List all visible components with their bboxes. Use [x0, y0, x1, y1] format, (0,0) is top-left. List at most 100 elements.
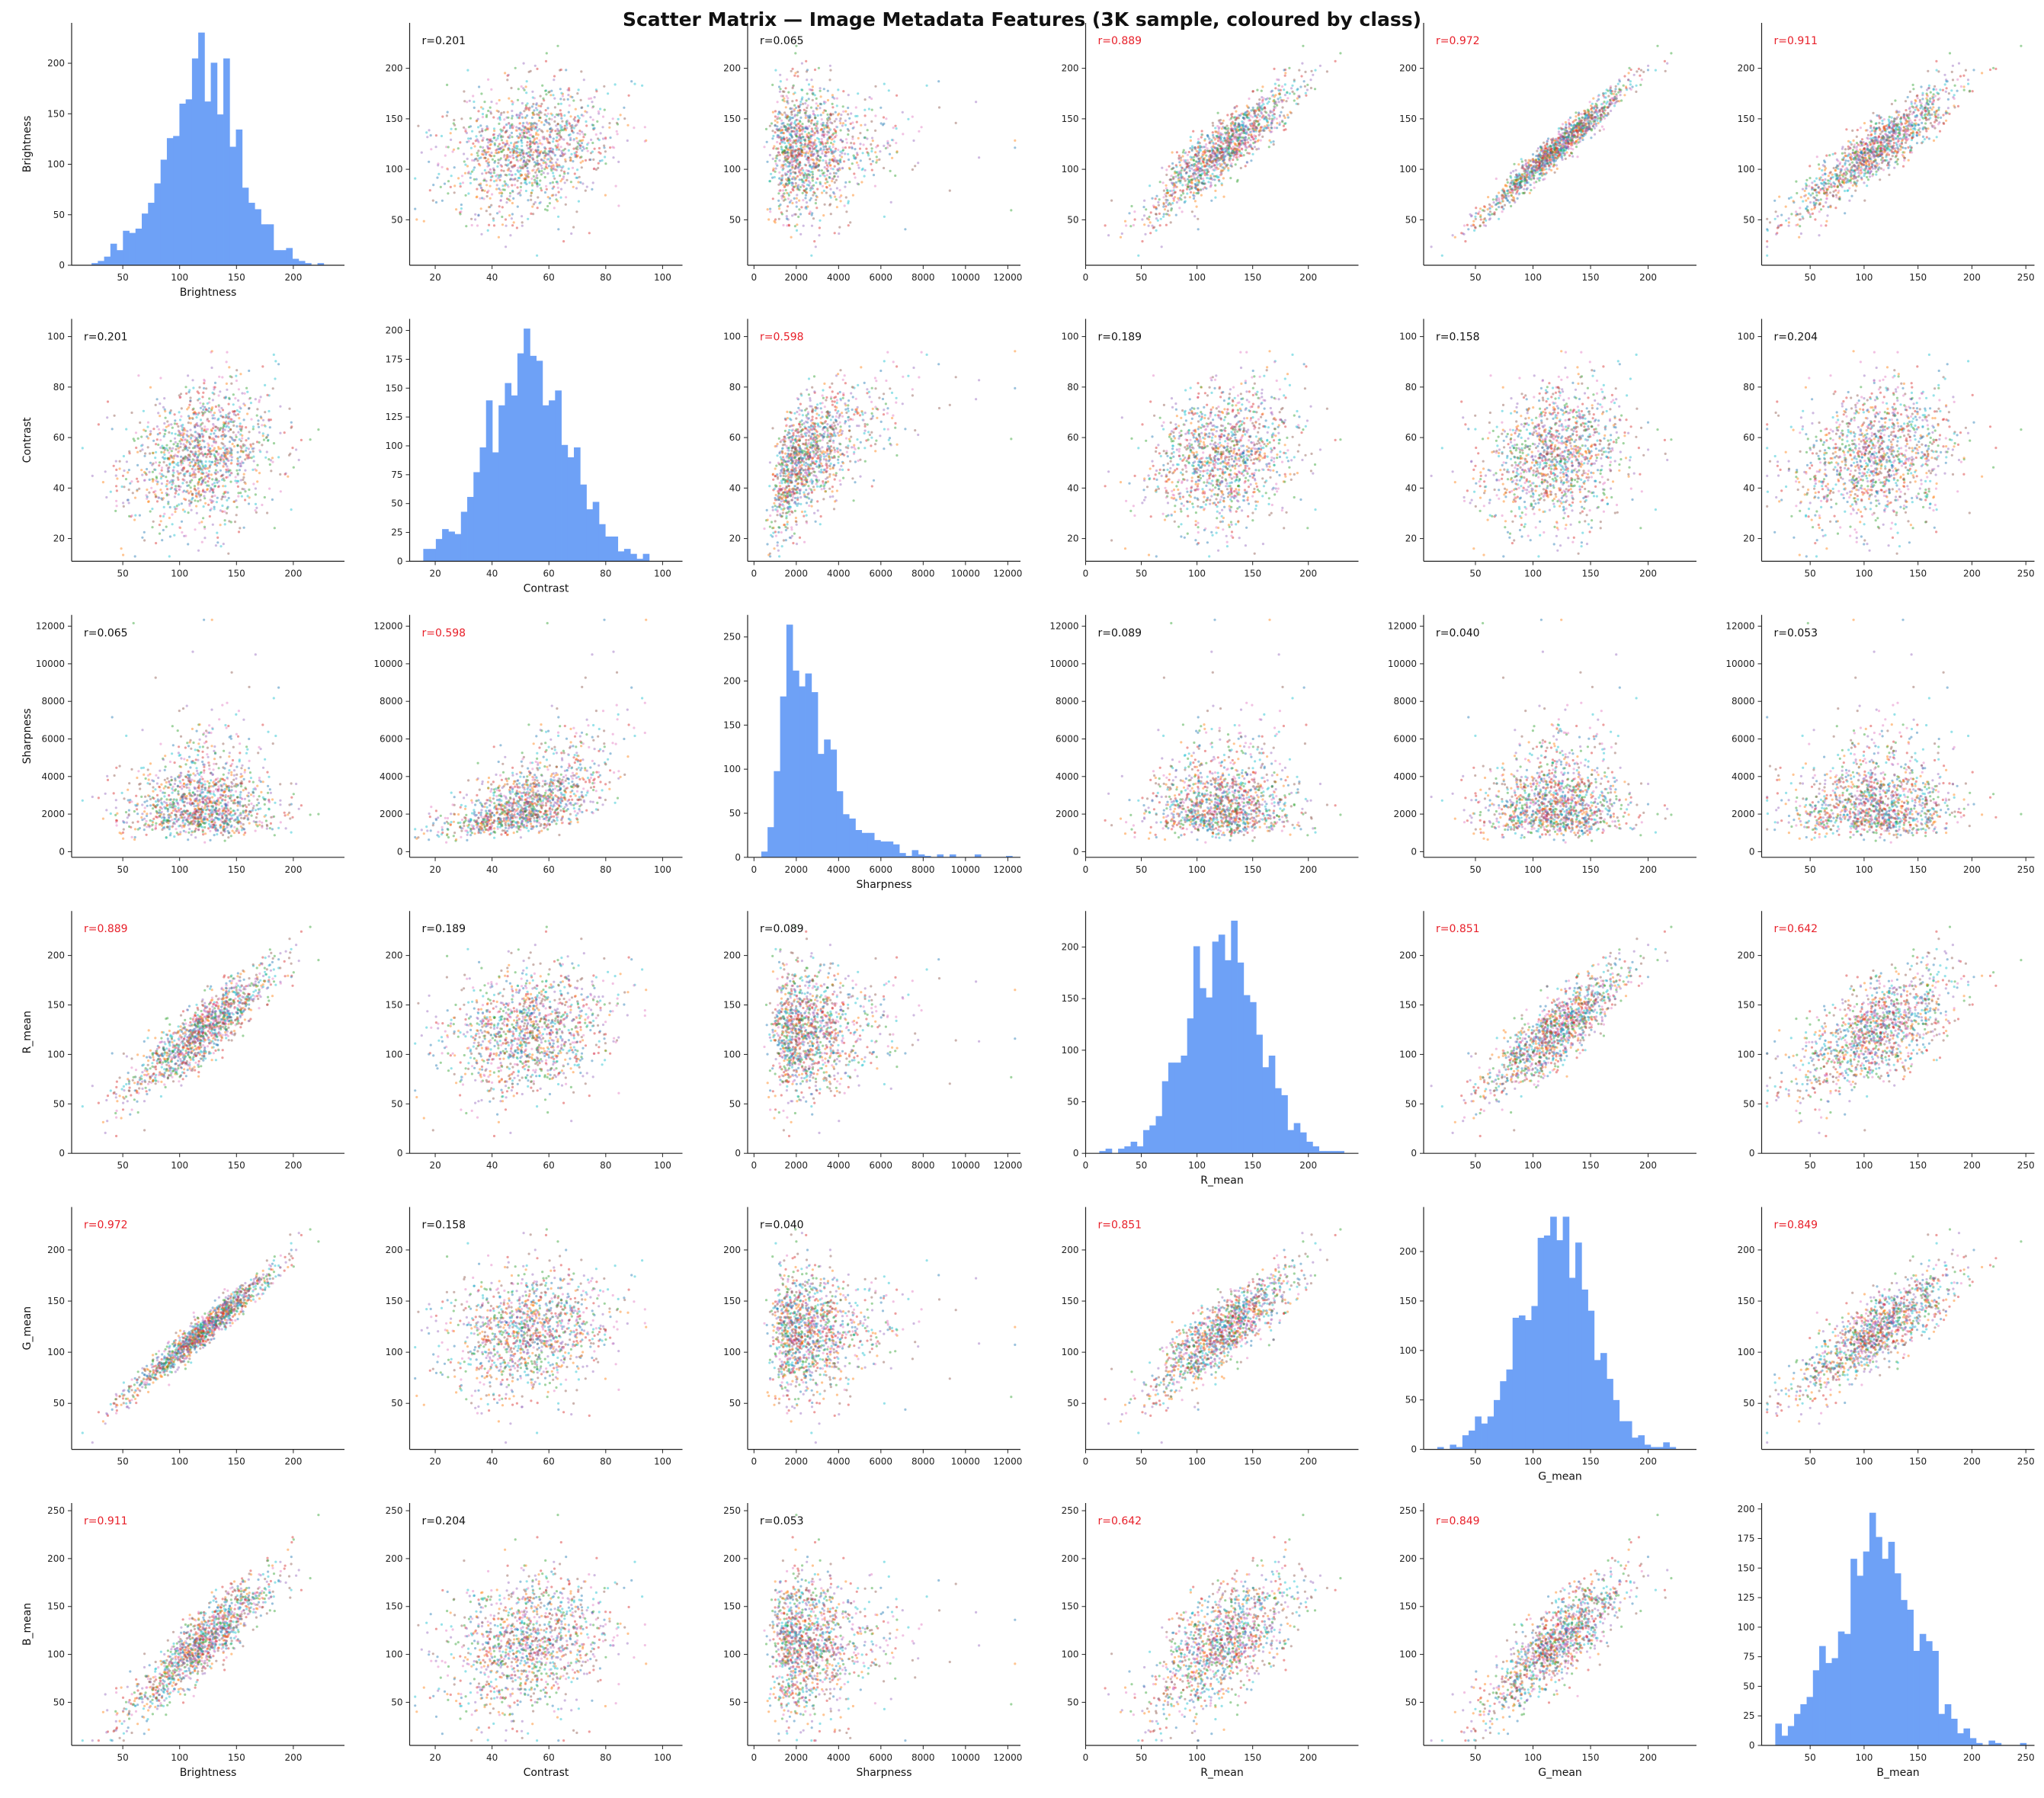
scatter-point [463, 152, 465, 155]
scatter-point [469, 172, 472, 175]
scatter-point [590, 139, 592, 141]
scatter-point [543, 168, 546, 170]
chart-title: Scatter Matrix — Image Metadata Features… [623, 8, 1421, 30]
scatter-point [565, 204, 567, 206]
scatter-point [576, 132, 578, 134]
scatter-point [538, 184, 540, 186]
scatter-point [498, 99, 501, 101]
scatter-point [505, 159, 507, 162]
scatter-point [504, 181, 506, 183]
scatter-point [568, 87, 570, 89]
scatter-point [556, 45, 559, 47]
scatter-point [519, 159, 521, 162]
histogram-bar [274, 250, 280, 265]
scatter-point [499, 174, 501, 176]
scatter-point [540, 170, 543, 172]
scatter-point [528, 181, 530, 184]
scatter-point [557, 216, 559, 218]
scatter-point [470, 218, 473, 220]
scatter-point [572, 139, 575, 141]
scatter-point [524, 177, 527, 179]
scatter-point [459, 141, 461, 143]
scatter-point [591, 101, 593, 103]
scatter-point [525, 85, 527, 88]
scatter-point [503, 118, 505, 120]
scatter-point [617, 118, 620, 120]
scatter-point [537, 168, 540, 170]
histogram-bar [123, 231, 130, 265]
scatter-point [517, 177, 520, 179]
scatter-point [585, 190, 587, 192]
scatter-point [577, 155, 579, 157]
scatter-point [488, 224, 490, 226]
scatter-point [508, 185, 510, 187]
scatter-point [483, 101, 485, 103]
scatter-point [587, 150, 589, 152]
scatter-point [540, 173, 543, 175]
scatter-point [465, 225, 467, 227]
histogram-bar [223, 59, 230, 265]
histogram-bar [280, 250, 287, 265]
scatter-point [464, 164, 466, 166]
scatter-point [545, 93, 547, 95]
scatter-point [617, 204, 620, 207]
scatter-point [509, 127, 511, 129]
scatter-point [558, 149, 560, 151]
scatter-point [572, 226, 575, 229]
scatter-point [533, 109, 535, 111]
histogram-bar [186, 99, 193, 265]
scatter-point [576, 140, 578, 143]
scatter-point [626, 139, 629, 142]
scatter-point [565, 69, 567, 71]
scatter-point [538, 128, 540, 130]
scatter-point [541, 167, 543, 169]
scatter-point [428, 129, 431, 131]
scatter-point [549, 202, 551, 204]
scatter-point [495, 152, 497, 154]
scatter-point [569, 139, 572, 141]
scatter-point [539, 142, 541, 144]
scatter-point [495, 179, 498, 181]
scatter-point [598, 151, 600, 153]
scatter-point [561, 155, 563, 157]
scatter-point [498, 210, 501, 213]
scatter-point [540, 95, 542, 98]
scatter-point [467, 192, 469, 194]
scatter-point [526, 80, 528, 82]
scatter-point [505, 183, 507, 185]
scatter-point [517, 180, 519, 182]
scatter-point [475, 135, 477, 137]
scatter-point [537, 130, 539, 132]
scatter-point [536, 156, 538, 159]
scatter-point [563, 114, 565, 117]
scatter-point [545, 164, 547, 166]
scatter-point [559, 98, 562, 100]
scatter-point [614, 83, 617, 85]
scatter-point [511, 132, 513, 134]
scatter-point [540, 103, 543, 105]
scatter-point [508, 214, 511, 216]
scatter-point [537, 207, 539, 209]
scatter-point [450, 186, 452, 188]
scatter-point [581, 106, 583, 108]
scatter-point [472, 143, 474, 145]
scatter-point [569, 104, 571, 107]
scatter-point [530, 191, 533, 194]
y-axis-label: Brightness [21, 116, 34, 173]
scatter-point [598, 147, 601, 149]
scatter-point [518, 191, 521, 194]
scatter-point [603, 146, 605, 149]
scatter-point [470, 153, 473, 155]
scatter-point [617, 161, 620, 163]
scatter-point [579, 147, 581, 149]
scatter-point [570, 232, 572, 235]
scatter-point [556, 114, 558, 116]
scatter-point [487, 158, 489, 160]
histogram-bar [98, 261, 104, 265]
histogram-bar [268, 224, 274, 265]
scatter-point [529, 134, 531, 136]
scatter-point [514, 67, 517, 69]
y-tick-label: 0 [59, 260, 65, 271]
scatter-point [528, 160, 530, 162]
scatter-point [559, 88, 562, 90]
